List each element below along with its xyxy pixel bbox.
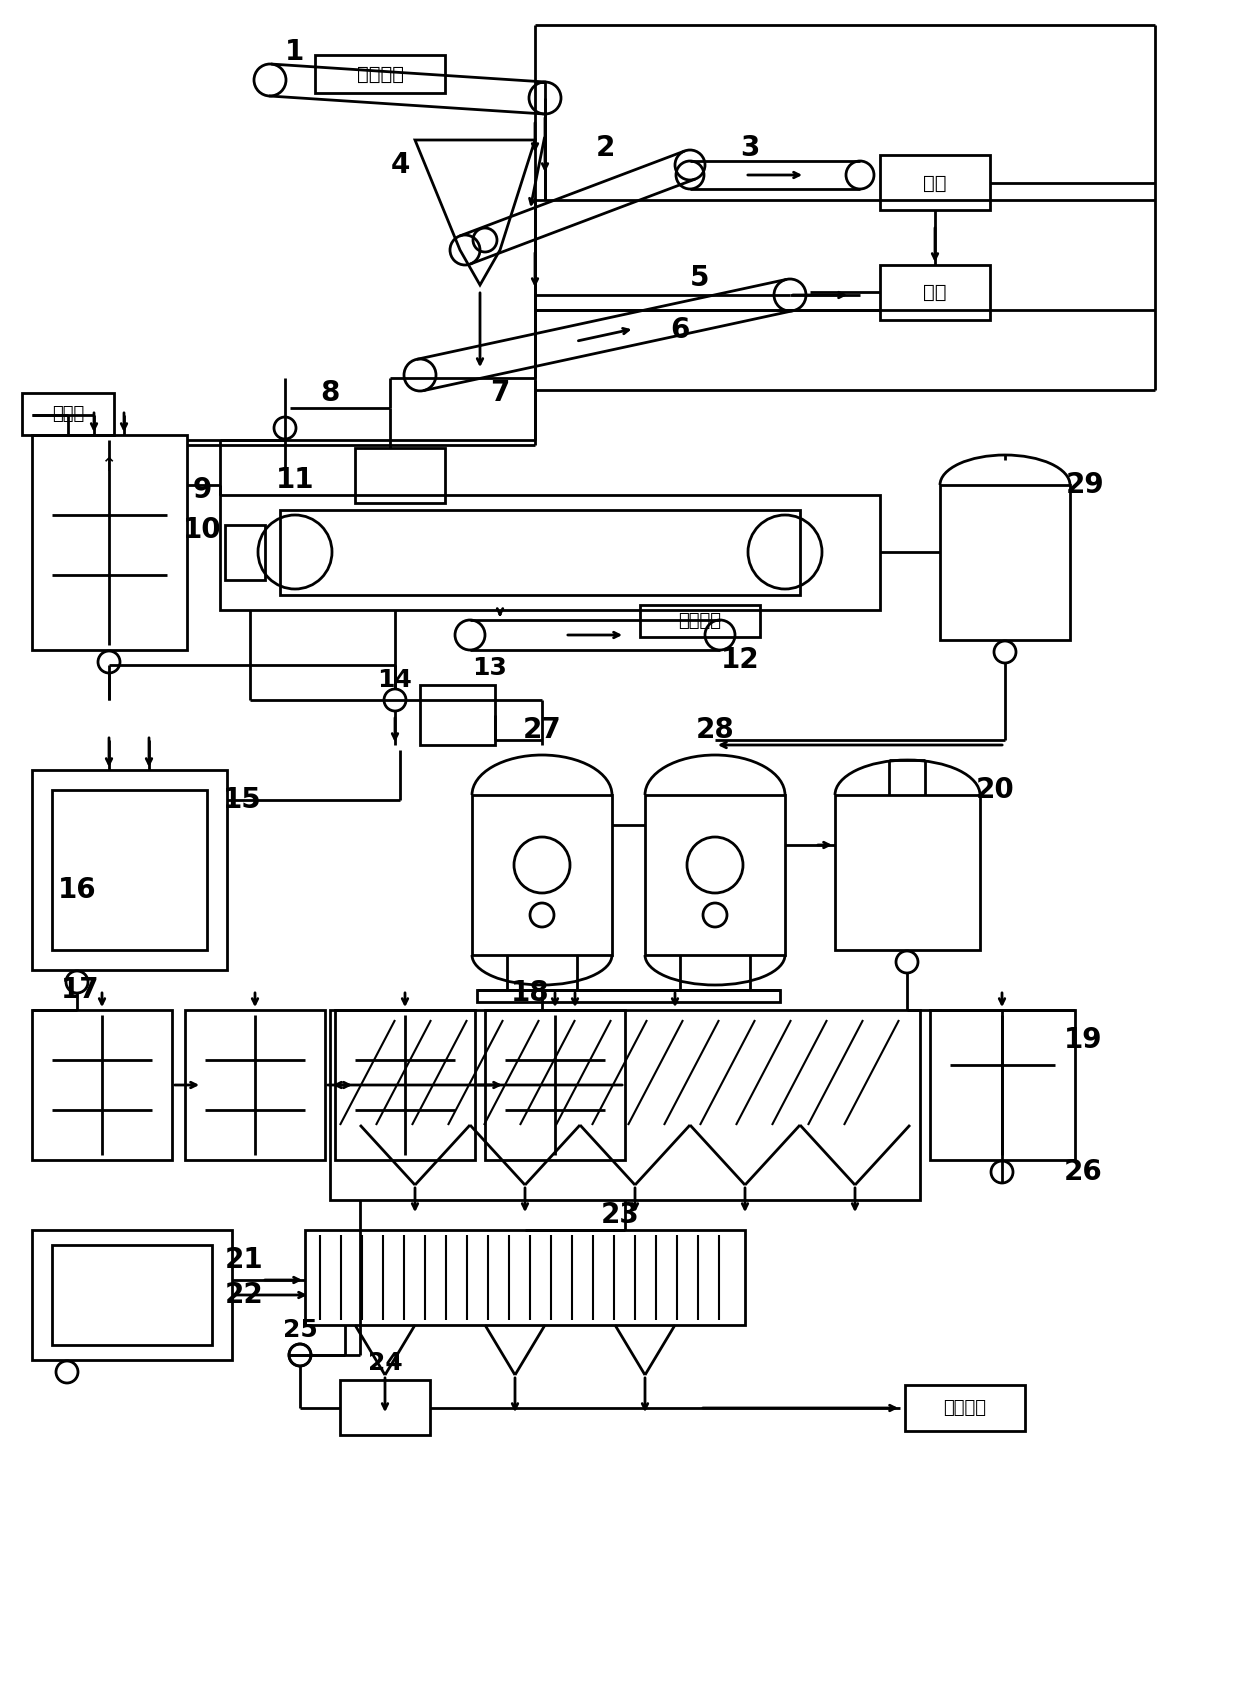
Bar [32, 435, 187, 649]
Bar [905, 1385, 1025, 1431]
Text: 2: 2 [595, 133, 615, 162]
Polygon shape [415, 140, 534, 285]
Bar [52, 790, 207, 950]
Text: 1: 1 [285, 39, 305, 66]
Text: 27: 27 [522, 715, 562, 744]
Bar [880, 155, 990, 209]
Text: 20: 20 [976, 776, 1014, 805]
Bar [335, 1011, 475, 1161]
Bar [185, 1011, 325, 1161]
Bar [485, 1011, 625, 1161]
Text: 6: 6 [671, 315, 689, 344]
Text: 10: 10 [182, 516, 221, 543]
Text: 9: 9 [192, 476, 212, 504]
Text: 14: 14 [377, 668, 413, 692]
Bar [477, 990, 780, 1002]
Bar [940, 484, 1070, 639]
Text: 细碎: 细碎 [924, 282, 947, 302]
Bar [224, 525, 265, 580]
Text: 22: 22 [224, 1280, 263, 1309]
Text: 28: 28 [696, 715, 734, 744]
Text: 23: 23 [600, 1201, 640, 1230]
Text: ↑: ↑ [100, 455, 118, 474]
Bar [305, 1230, 745, 1324]
Text: 29: 29 [1065, 471, 1105, 499]
Bar [640, 606, 760, 638]
Text: 3: 3 [740, 133, 760, 162]
Circle shape [687, 837, 743, 892]
Text: 17: 17 [61, 977, 99, 1004]
Text: 16: 16 [58, 876, 97, 904]
Bar [219, 494, 880, 611]
Text: 脱水泥土: 脱水泥土 [678, 612, 722, 629]
Text: 15: 15 [223, 786, 262, 815]
Bar [355, 449, 445, 503]
Bar [835, 795, 980, 950]
Bar [52, 1245, 212, 1345]
Text: 5: 5 [691, 263, 709, 292]
Bar [32, 769, 227, 970]
Bar [472, 795, 613, 955]
Text: 18: 18 [511, 978, 549, 1007]
Circle shape [703, 903, 727, 926]
Text: 24: 24 [367, 1351, 402, 1375]
Circle shape [529, 903, 554, 926]
Text: 8: 8 [320, 380, 340, 407]
Text: 26: 26 [1064, 1157, 1102, 1186]
Bar [22, 393, 114, 435]
Text: 11: 11 [275, 466, 314, 494]
Text: 污染土壤: 污染土壤 [357, 64, 403, 83]
Text: 19: 19 [1064, 1026, 1102, 1054]
Bar [930, 1011, 1075, 1161]
Text: 危废污泥: 危废污泥 [944, 1399, 987, 1417]
Text: 12: 12 [720, 646, 759, 675]
Bar [880, 265, 990, 321]
Bar [315, 56, 445, 93]
Text: 7: 7 [490, 380, 510, 407]
Bar [340, 1380, 430, 1436]
Bar [32, 1011, 172, 1161]
Text: 25: 25 [283, 1318, 317, 1341]
Bar [420, 685, 495, 746]
Text: 21: 21 [224, 1247, 263, 1274]
Text: 粗碎: 粗碎 [924, 174, 947, 192]
Text: 漂洗剂: 漂洗剂 [52, 405, 84, 423]
Bar [32, 1230, 232, 1360]
Bar [645, 795, 785, 955]
Bar [330, 1011, 920, 1199]
Bar [280, 509, 800, 596]
Text: 13: 13 [472, 656, 507, 680]
Circle shape [515, 837, 570, 892]
Text: 4: 4 [391, 152, 409, 179]
